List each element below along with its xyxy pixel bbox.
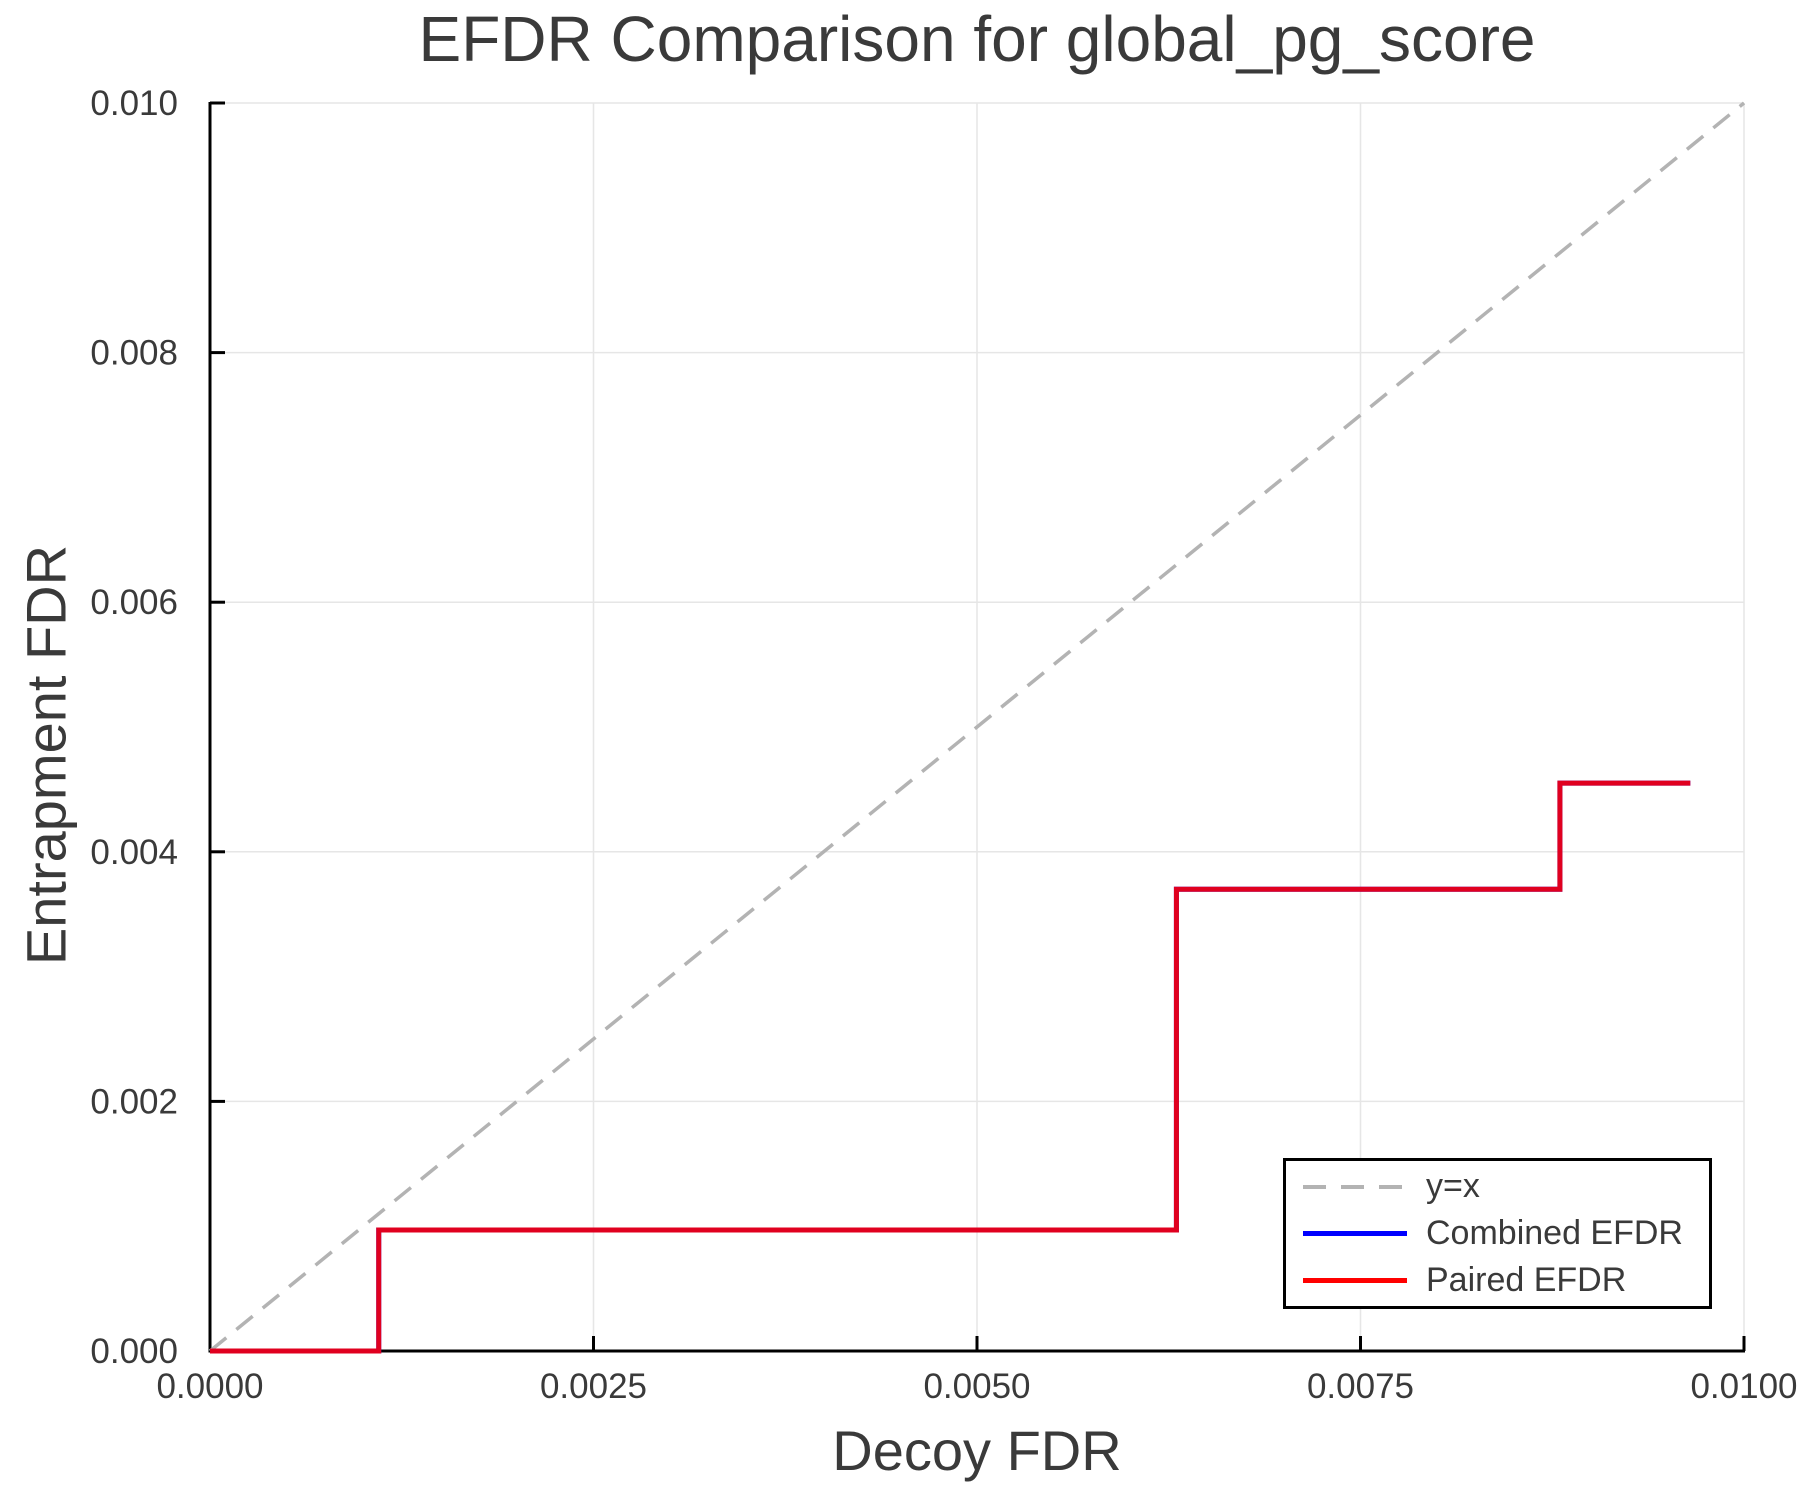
legend: y=x Combined EFDR Paired EFDR [1283, 1158, 1712, 1309]
y-axis-label: Entrapment FDR [14, 544, 78, 966]
x-tick-label: 0.0050 [923, 1367, 1030, 1406]
legend-label-combined-efdr: Combined EFDR [1426, 1214, 1683, 1252]
y-tick-label: 0.008 [90, 334, 178, 373]
y-tick-label: 0.006 [90, 583, 178, 622]
legend-line-sample-combined-efdr [1303, 1231, 1407, 1236]
legend-label-yx: y=x [1426, 1167, 1480, 1205]
legend-label-paired-efdr: Paired EFDR [1426, 1261, 1627, 1299]
y-tick-label: 0.000 [90, 1332, 178, 1371]
y-tick-label: 0.002 [90, 1082, 178, 1121]
legend-line-sample-paired-efdr [1303, 1278, 1407, 1283]
y-tick-label: 0.004 [90, 833, 178, 872]
x-tick-label: 0.0000 [156, 1367, 263, 1406]
legend-item-paired-efdr: Paired EFDR [1303, 1257, 1709, 1304]
chart-title: EFDR Comparison for global_pg_score [418, 3, 1536, 75]
x-tick-label: 0.0100 [1690, 1367, 1797, 1406]
legend-line-sample-yx [1303, 1184, 1407, 1189]
legend-item-yx: y=x [1303, 1163, 1709, 1210]
x-tick-label: 0.0075 [1307, 1367, 1414, 1406]
y-tick-label: 0.010 [90, 84, 178, 123]
paired-efdr-line [210, 780, 1691, 1354]
legend-item-combined-efdr: Combined EFDR [1303, 1210, 1709, 1257]
x-tick-label: 0.0025 [540, 1367, 647, 1406]
x-axis-label: Decoy FDR [832, 1419, 1122, 1482]
y-x-line [208, 101, 1746, 1353]
